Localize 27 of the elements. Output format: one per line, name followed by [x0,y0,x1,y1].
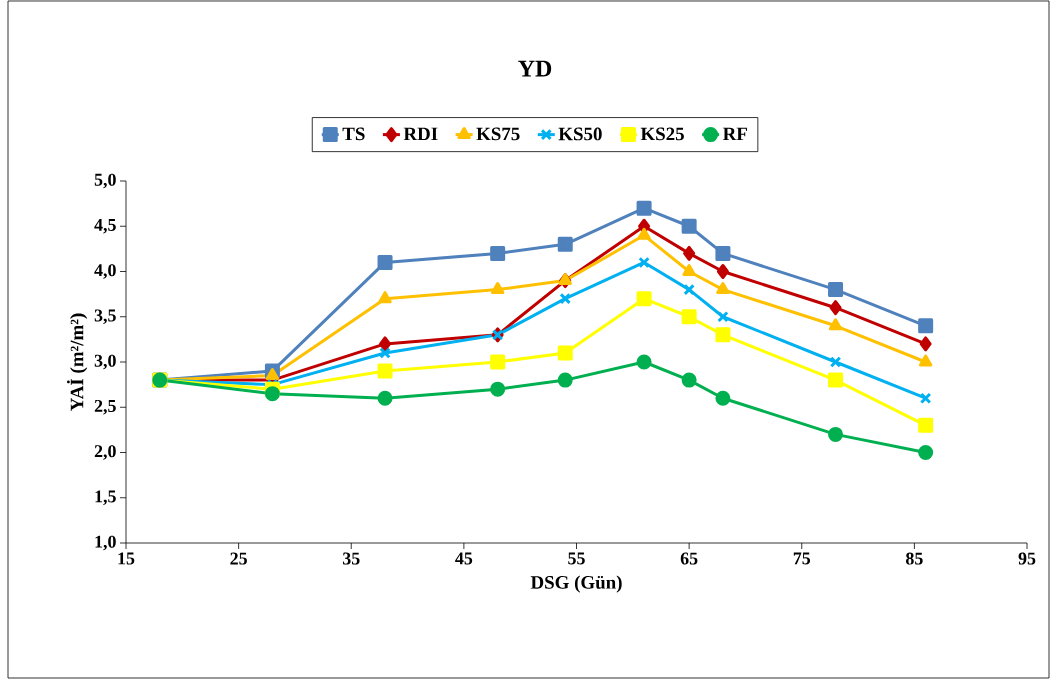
x-tick-label: 65 [680,552,698,565]
y-axis-title: YAİ (m²/m²) [66,313,88,411]
x-tick-label: 55 [568,552,585,565]
x-tick-label: 85 [906,552,923,565]
x-tick-label: 25 [230,552,247,565]
legend-label: KS25 [640,127,684,141]
legend-label: RDI [403,127,438,141]
y-tick-label: 3,5 [94,309,116,325]
y-tick-label: 1,0 [95,535,116,551]
legend-label: KS75 [476,127,520,141]
chart-title: YD [518,60,552,77]
x-axis-title: DSG (Gün) [530,575,622,593]
y-tick-label: 3,0 [94,354,116,370]
y-tick-label: 2,0 [94,445,116,460]
x-tick-label: 45 [455,552,473,565]
y-tick-label: 1,5 [95,490,116,506]
y-tick-label: 2,5 [94,399,116,415]
x-tick-label: 35 [342,552,360,565]
y-tick-label: 4,5 [94,218,116,234]
legend-label: TS [342,127,365,141]
x-tick-label: 95 [1018,552,1036,565]
x-tick-label: 15 [118,552,135,565]
legend-label: RF [722,127,747,141]
x-tick-label: 75 [793,552,811,565]
legend-label: KS50 [558,127,602,141]
y-tick-label: 4,0 [94,264,116,279]
y-tick-label: 5,0 [94,173,116,189]
